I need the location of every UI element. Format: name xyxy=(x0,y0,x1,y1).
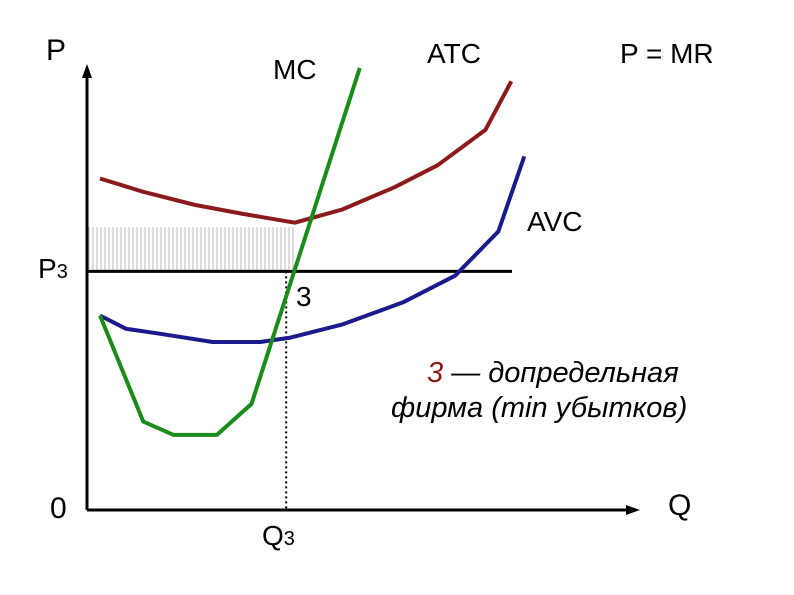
y-axis-label: P xyxy=(46,34,67,67)
series-avc-line xyxy=(99,155,527,344)
origin-label: 0 xyxy=(50,492,67,525)
p3-label: P3 xyxy=(38,253,68,285)
q3-label: Q3 xyxy=(262,520,295,552)
avc-label: AVC xyxy=(527,206,583,237)
annotation-number: 3 xyxy=(427,357,444,389)
atc-label: ATC xyxy=(427,38,481,69)
price-mr-label: P = MR xyxy=(620,38,714,69)
p3-label-sub: 3 xyxy=(56,261,68,283)
series-mc-line xyxy=(98,67,362,437)
x-axis-arrow xyxy=(626,505,640,515)
annotation-line-1: 3 — допредельная xyxy=(427,357,679,390)
x-axis-label: Q xyxy=(668,489,692,522)
q3-label-main: Q xyxy=(262,520,284,551)
point-3-label: 3 xyxy=(296,281,312,312)
loss-area xyxy=(87,227,297,272)
mc-label: MC xyxy=(273,54,317,85)
series-atc-line xyxy=(99,80,514,225)
p3-label-main: P xyxy=(38,253,57,284)
y-axis-arrow xyxy=(82,64,92,78)
annotation-line-2: фирма (min убытков) xyxy=(391,392,688,424)
q3-label-sub: 3 xyxy=(283,528,295,550)
annotation-line-1-rest: — допредельная xyxy=(443,357,679,389)
